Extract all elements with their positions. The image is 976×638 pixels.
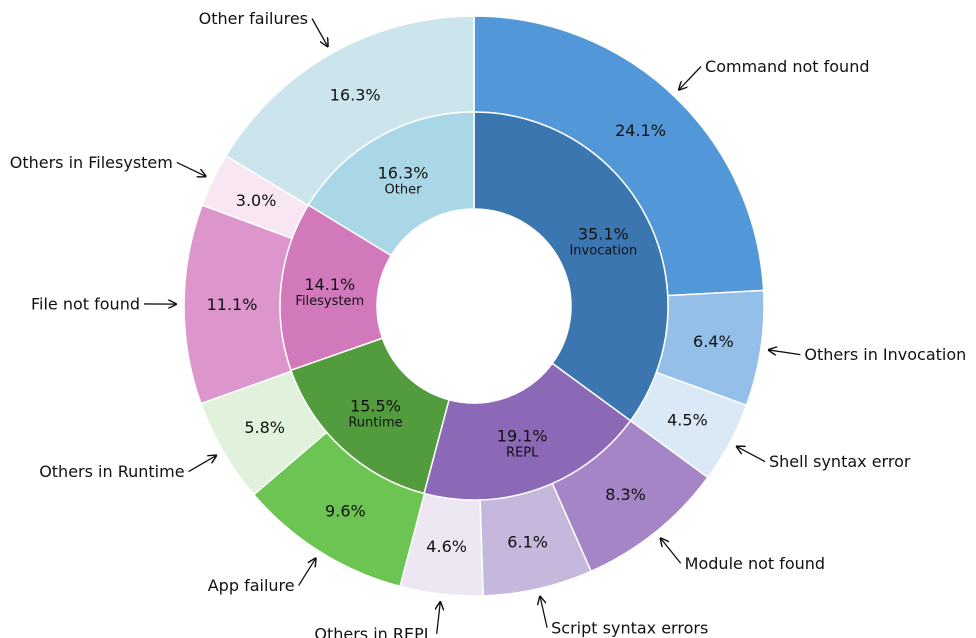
inner-name-runtime: Runtime <box>348 415 402 430</box>
inner-ring <box>279 111 669 501</box>
outer-percent-others-in-invocation: 6.4% <box>693 332 734 351</box>
leader-other-failures <box>311 18 328 46</box>
inner-percent-repl: 19.1% <box>497 427 548 446</box>
outer-label-app-failure: App failure <box>208 576 295 595</box>
outer-label-other-failures: Other failures <box>199 9 308 28</box>
outer-label-command-not-found: Command not found <box>705 57 869 76</box>
outer-label-others-in-filesystem: Others in Filesystem <box>10 153 173 172</box>
leader-command-not-found <box>679 66 702 89</box>
outer-label-shell-syntax-error: Shell syntax error <box>769 452 911 471</box>
outer-percent-others-in-repl: 4.6% <box>426 537 467 556</box>
inner-wedge-other <box>307 111 475 257</box>
inner-name-other: Other <box>385 183 423 198</box>
outer-percent-app-failure: 9.6% <box>325 501 366 520</box>
inner-name-invocation: Invocation <box>569 243 637 258</box>
outer-label-others-in-repl: Others in REPL <box>314 624 432 638</box>
outer-percent-file-not-found: 11.1% <box>207 295 258 314</box>
outer-ring <box>183 15 765 597</box>
outer-percent-script-syntax-errors: 6.1% <box>507 532 548 551</box>
leader-module-not-found <box>661 538 682 564</box>
outer-label-others-in-invocation: Others in Invocation <box>804 345 966 364</box>
outer-percent-others-in-filesystem: 3.0% <box>236 191 277 210</box>
outer-label-file-not-found: File not found <box>31 294 140 313</box>
leader-lines <box>144 18 801 634</box>
leader-others-in-runtime <box>188 456 217 473</box>
leader-others-in-filesystem <box>176 161 206 176</box>
outer-label-script-syntax-errors: Script syntax errors <box>551 618 708 637</box>
leader-others-in-invocation <box>769 350 801 355</box>
leader-others-in-repl <box>437 602 441 634</box>
outer-percent-labels: 24.1% 6.4% 4.5% 8.3% 6.1% 4.6% 9.6% 5.8% 11.1% 3.… <box>207 86 734 556</box>
outer-label-others-in-runtime: Others in Runtime <box>39 462 184 481</box>
leader-shell-syntax-error <box>737 447 766 463</box>
inner-percent-runtime: 15.5% <box>350 396 401 415</box>
inner-name-filesystem: Filesystem <box>295 294 364 309</box>
leader-app-failure <box>298 558 316 586</box>
inner-wedge-runtime <box>289 337 450 495</box>
outer-category-labels: Command not found Others in Invocation She… <box>10 9 967 638</box>
inner-percent-invocation: 35.1% <box>578 224 629 243</box>
outer-percent-shell-syntax-error: 4.5% <box>667 411 708 430</box>
outer-percent-module-not-found: 8.3% <box>605 485 646 504</box>
inner-percent-labels: 35.1%Invocation 19.1%REPL 15.5%Runtime 14.1… <box>295 164 637 461</box>
inner-name-repl: REPL <box>506 446 539 461</box>
inner-wedge-invocation <box>473 111 669 422</box>
outer-percent-command-not-found: 24.1% <box>615 121 666 140</box>
inner-percent-filesystem: 14.1% <box>304 275 355 294</box>
leader-script-syntax-errors <box>540 597 548 628</box>
outer-percent-other-failures: 16.3% <box>330 86 381 105</box>
inner-wedge-repl <box>423 362 632 501</box>
outer-label-module-not-found: Module not found <box>685 554 825 573</box>
outer-percent-others-in-runtime: 5.8% <box>244 418 285 437</box>
inner-percent-other: 16.3% <box>378 164 429 183</box>
